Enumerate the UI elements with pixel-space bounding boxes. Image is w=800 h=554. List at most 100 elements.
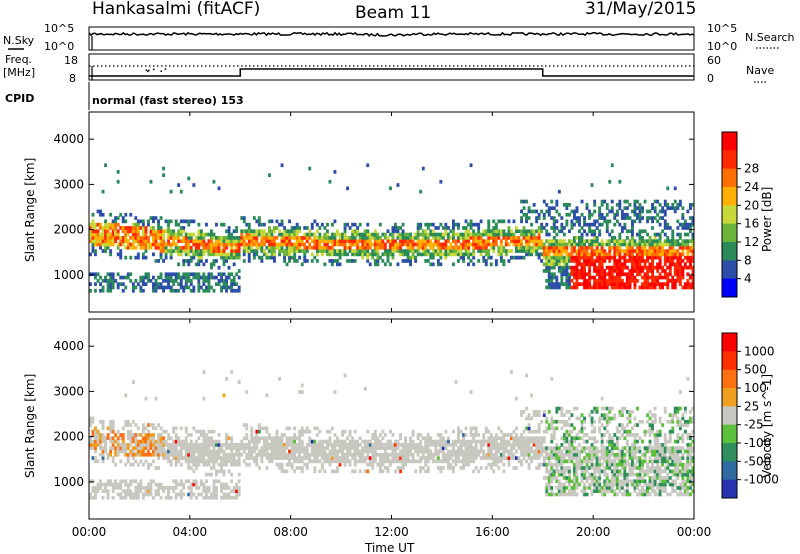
heatmap-cell (608, 209, 612, 214)
heatmap-cell (217, 265, 221, 270)
heatmap-cell (472, 449, 476, 454)
heatmap-cell (550, 419, 554, 424)
heatmap-cell (283, 449, 286, 454)
heatmap-cell (578, 466, 581, 470)
heatmap-cell (371, 236, 375, 240)
heatmap-cell (568, 410, 571, 414)
heatmap-cell (361, 245, 365, 250)
heatmap-cell (189, 446, 193, 450)
heatmap-cell (157, 482, 160, 487)
heatmap-cell (683, 255, 687, 260)
heatmap-cell (449, 252, 453, 257)
heatmap-cell (99, 209, 102, 214)
heatmap-cell (121, 439, 125, 444)
heatmap-cell (139, 486, 143, 490)
heatmap-cell (535, 466, 539, 470)
heatmap-cell (184, 459, 188, 464)
heatmap-cell (600, 222, 604, 227)
heatmap-cell (290, 249, 294, 253)
heatmap-cell (328, 459, 332, 464)
heatmap-cell (492, 443, 496, 447)
heatmap-cell (467, 439, 470, 444)
heatmap-cell (353, 252, 357, 257)
heatmap-cell (656, 279, 660, 283)
heatmap-cell (439, 242, 443, 247)
heatmap-cell (212, 446, 216, 450)
heatmap-cell (497, 459, 501, 464)
heatmap-cell (613, 265, 617, 270)
heatmap-cell (290, 443, 294, 447)
heatmap-cell (104, 489, 107, 493)
heatmap-cell (431, 262, 435, 267)
heatmap-cell (305, 429, 309, 434)
heatmap-cell (578, 416, 581, 421)
heatmap-cell (568, 492, 571, 497)
heatmap-cell (192, 272, 196, 277)
heatmap-cell (280, 232, 284, 237)
heatmap-cell (341, 242, 344, 247)
heatmap-cell (174, 279, 178, 283)
heatmap-cell (683, 262, 687, 267)
heatmap-cell (134, 226, 138, 230)
heatmap-cell (104, 486, 107, 490)
heatmap-cell (94, 275, 97, 280)
heatmap-cell (144, 489, 148, 493)
heatmap-cell (220, 456, 223, 460)
heatmap-cell (522, 410, 526, 414)
heatmap-cell (447, 239, 450, 243)
heatmap-cell (583, 262, 586, 267)
heatmap-cell (333, 236, 337, 240)
heatmap-cell (570, 456, 574, 460)
heatmap-cell (260, 242, 264, 247)
heatmap-cell (386, 466, 390, 470)
heatmap-cell (220, 288, 223, 293)
heatmap-cell (426, 259, 430, 263)
heatmap-cell (631, 262, 634, 267)
heatmap-cell (164, 279, 168, 283)
heatmap-cell (575, 216, 579, 220)
heatmap-cell (126, 419, 130, 424)
heatmap-cell (119, 239, 123, 243)
heatmap-cell (288, 443, 291, 447)
heatmap-cell (351, 439, 355, 444)
heatmap-cell (681, 269, 685, 273)
heatmap-cell (237, 492, 241, 497)
heatmap-cell (114, 439, 118, 444)
heatmap-cell (300, 429, 304, 434)
heatmap-cell (91, 245, 95, 250)
heatmap-cell (139, 279, 143, 283)
heatmap-cell (603, 279, 607, 283)
heatmap-cell (542, 439, 546, 444)
heatmap-cell (568, 472, 571, 477)
heatmap-cell (444, 222, 448, 227)
heatmap-cell (623, 272, 627, 277)
heatmap-cell (588, 226, 591, 230)
heatmap-cell (447, 245, 450, 250)
heatmap-cell (109, 252, 113, 257)
heatmap-cell (124, 212, 128, 217)
heatmap-cell (205, 242, 208, 247)
heatmap-cell (603, 406, 607, 411)
heatmap-cell (573, 259, 576, 263)
heatmap-cell (545, 416, 549, 421)
heatmap-cell (507, 259, 511, 263)
heatmap-cell (230, 443, 234, 447)
heatmap-cell (268, 245, 271, 250)
heatmap-cell (331, 459, 334, 464)
heatmap-cell (530, 439, 533, 444)
heatmap-cell (268, 219, 271, 224)
heatmap-cell (482, 443, 486, 447)
heatmap-cell (331, 452, 334, 457)
heatmap-cell (131, 439, 135, 444)
heatmap-cell (106, 482, 110, 487)
heatmap-cell (341, 252, 344, 257)
heatmap-cell (580, 282, 584, 286)
heatmap-cell (578, 272, 581, 277)
heatmap-cell (182, 439, 186, 444)
heatmap-cell (144, 245, 148, 250)
heatmap-cell (555, 199, 559, 204)
heatmap-cell (104, 232, 107, 237)
heatmap-cell (542, 249, 546, 253)
heatmap-cell (593, 436, 597, 441)
heatmap-cell (595, 469, 599, 474)
